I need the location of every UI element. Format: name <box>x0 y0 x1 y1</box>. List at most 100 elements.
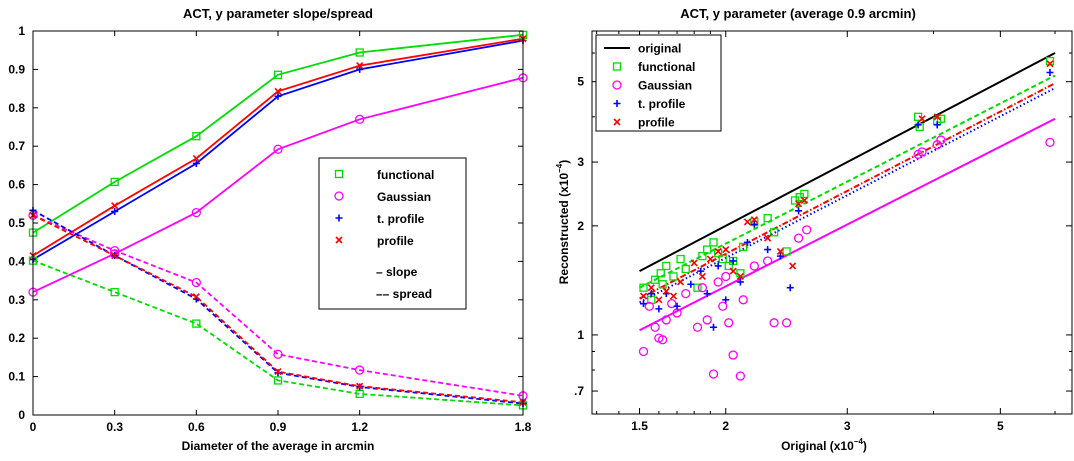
point-profile-spread <box>192 293 200 301</box>
left-legend-box <box>318 157 467 310</box>
point-profile-slope <box>192 154 200 163</box>
legend-label: Gaussian <box>638 79 692 93</box>
right-x-axis-label: Original (x10−4) <box>781 437 867 453</box>
point-profile <box>918 115 926 123</box>
legend-marker-functional <box>612 62 622 71</box>
point-profile <box>1046 60 1054 68</box>
point-profile <box>698 272 706 281</box>
right-x-tick-label: 2 <box>722 419 729 433</box>
legend-marker-functional <box>334 169 344 179</box>
point-t-profile <box>673 302 681 310</box>
left-x-tick-label: 1.2 <box>351 420 368 434</box>
point-functional <box>709 238 718 247</box>
left-y-tick-label: 0.7 <box>8 139 25 153</box>
fit-line-original <box>639 52 1056 273</box>
point-gaussian <box>724 318 734 328</box>
fit-line-profile <box>639 82 1056 300</box>
right-markers <box>638 56 1055 381</box>
point-functional <box>681 264 690 274</box>
point-t-profile-slope <box>274 92 282 100</box>
point-t-profile-slope <box>192 159 200 167</box>
left-x-tick-label: 0.9 <box>270 420 287 434</box>
point-functional <box>662 261 671 271</box>
point-t-profile <box>750 220 758 228</box>
point-functional <box>763 214 772 223</box>
point-t-profile <box>687 280 695 288</box>
point-t-profile <box>655 305 663 313</box>
point-gaussian <box>681 288 691 299</box>
right-y-axis-label: Reconstructed (x10−4) <box>555 160 571 285</box>
point-profile <box>736 272 744 281</box>
point-profile <box>647 284 655 292</box>
right-plot-frame <box>591 30 1073 415</box>
point-profile-spread <box>274 368 282 376</box>
point-functional <box>936 114 946 123</box>
point-t-profile <box>647 290 655 298</box>
point-gaussian <box>638 346 649 357</box>
point-gaussian <box>697 283 708 293</box>
point-profile <box>706 255 714 263</box>
right-x-tick-label: 5 <box>997 419 1004 433</box>
point-gaussian <box>936 135 946 145</box>
left-series-lines <box>32 33 524 407</box>
point-functional <box>703 245 712 254</box>
point-functional <box>639 283 648 292</box>
point-gaussian <box>692 322 703 332</box>
point-t-profile <box>933 121 941 129</box>
left-y-tick-label: 0.1 <box>8 370 25 384</box>
point-gaussian <box>721 271 731 282</box>
legend-slope-note: – slope <box>376 265 418 279</box>
series-functional-slope-line <box>32 33 524 234</box>
point-functional <box>718 254 727 264</box>
left-y-tick-label: 0.8 <box>8 101 25 115</box>
point-gaussian-spread <box>355 365 365 375</box>
legend-marker-t-profile <box>613 100 621 107</box>
legend-label: functional <box>638 60 695 74</box>
point-t-profile <box>697 267 705 275</box>
point-profile-slope <box>274 87 282 95</box>
left-y-tick-label: 0.4 <box>8 254 25 268</box>
point-functional <box>658 280 667 289</box>
point-functional <box>724 261 733 271</box>
point-functional <box>676 254 685 264</box>
point-functional-slope <box>110 177 119 187</box>
point-profile-spread <box>111 252 119 260</box>
point-profile-slope <box>356 61 364 70</box>
point-profile <box>750 216 758 224</box>
legend-label: profile <box>638 116 675 130</box>
point-t-profile <box>764 246 772 254</box>
legend-marker-gaussian <box>612 80 622 90</box>
point-profile <box>714 247 722 255</box>
point-t-profile <box>729 257 737 265</box>
legend-label: t. profile <box>638 97 686 111</box>
point-gaussian <box>728 350 738 360</box>
point-functional-slope <box>192 132 201 141</box>
right-y-tick-label: 5 <box>577 75 584 89</box>
series-functional-spread-line <box>32 259 524 407</box>
left-x-tick-label: 0 <box>30 420 37 434</box>
point-profile <box>676 278 685 286</box>
legend-label: profile <box>377 234 414 248</box>
right-y-tick-label: 2 <box>577 219 584 233</box>
legend-marker-profile <box>335 236 343 244</box>
point-functional <box>800 189 809 199</box>
point-gaussian-spread <box>273 349 283 359</box>
series-t-profile-spread-line <box>32 209 524 405</box>
point-functional <box>669 272 678 281</box>
point-profile-spread <box>356 382 364 390</box>
left-chart-title: ACT, y parameter slope/spread <box>183 6 373 21</box>
legend-marker-t-profile <box>335 214 343 222</box>
point-profile <box>662 287 670 295</box>
point-functional <box>913 112 923 121</box>
point-gaussian <box>644 301 655 311</box>
point-profile <box>776 247 784 255</box>
point-gaussian <box>657 335 668 345</box>
point-gaussian-slope <box>355 114 365 124</box>
point-gaussian <box>738 295 748 305</box>
right-y-tick-label: 3 <box>577 155 584 169</box>
point-profile <box>639 292 648 300</box>
point-profile <box>729 267 737 275</box>
left-y-tick-label: 1 <box>18 24 25 38</box>
right-x-tick-label: 3 <box>844 419 851 433</box>
